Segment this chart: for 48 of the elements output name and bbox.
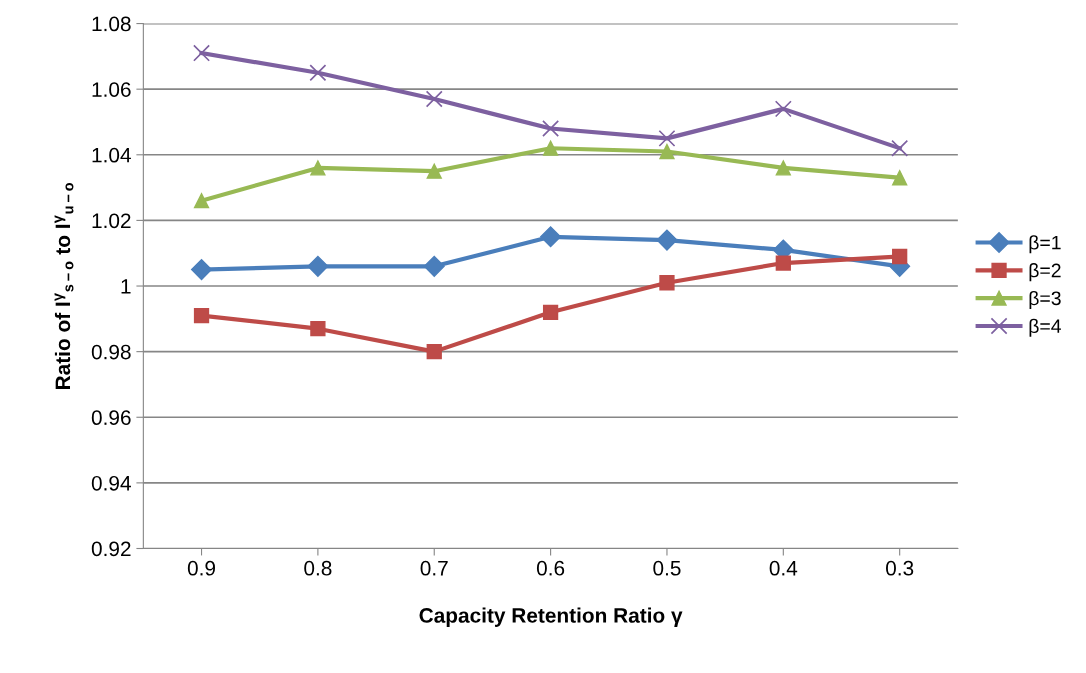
point <box>191 259 213 281</box>
point <box>542 120 560 138</box>
x-tick-label: 0.7 <box>420 560 448 576</box>
point <box>892 170 908 186</box>
y-tick-label: 0.94 <box>91 475 131 491</box>
y-tick-label: 1 <box>121 279 131 294</box>
point <box>310 160 326 176</box>
point <box>775 255 791 271</box>
x-tick-label: 0.8 <box>304 560 332 576</box>
y-tick-label: 0.92 <box>91 541 131 557</box>
x-tick-label: 0.6 <box>536 560 565 576</box>
point <box>193 44 211 62</box>
point <box>656 229 678 251</box>
x-axis-title: Capacity Retention Ratio γ <box>419 607 683 627</box>
point <box>307 255 329 277</box>
point <box>659 275 675 291</box>
point <box>425 90 443 108</box>
point <box>193 193 210 209</box>
y-tick-label: 1.08 <box>92 16 131 32</box>
point <box>426 163 442 179</box>
y-tick-label: 1.04 <box>92 147 131 163</box>
legend-label: β=2 <box>1029 263 1061 282</box>
point <box>775 160 791 176</box>
legend-label: β=3 <box>1029 290 1061 310</box>
point <box>659 143 675 160</box>
point <box>423 255 445 277</box>
point <box>310 321 326 337</box>
point <box>540 226 562 248</box>
point <box>774 100 792 118</box>
point <box>658 129 676 147</box>
x-tick-label: 0.4 <box>769 560 798 576</box>
point <box>892 248 908 265</box>
point <box>309 64 327 82</box>
x-tick-label: 0.9 <box>187 560 216 576</box>
point <box>542 140 559 156</box>
legend-label: β=1 <box>1029 235 1061 254</box>
point <box>542 304 559 320</box>
legend-label: β=4 <box>1029 318 1061 337</box>
y-tick-label: 0.98 <box>91 344 131 360</box>
point <box>426 344 442 360</box>
y-axis-title: Ratio of I$^{γ}$$_{s−o}$ to I$^{γ}$$_{u−o}$ <box>54 182 74 390</box>
point <box>891 139 909 157</box>
y-tick-label: 1.06 <box>92 82 131 97</box>
point <box>193 307 210 324</box>
y-tick-label: 0.96 <box>91 410 131 426</box>
x-tick-label: 0.3 <box>886 560 914 576</box>
x-tick-label: 0.5 <box>653 560 681 576</box>
y-tick-label: 1.02 <box>92 213 131 229</box>
